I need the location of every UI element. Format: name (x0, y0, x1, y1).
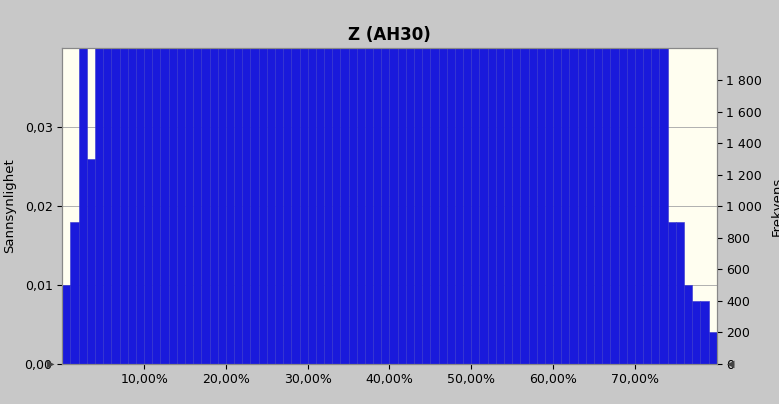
Bar (594, 0, 602, 364)
Bar (495, 0, 504, 364)
Bar (463, 0, 471, 364)
Bar (357, 0, 365, 364)
Bar (520, 0, 528, 364)
Bar (177, 0, 185, 364)
Bar (259, 0, 266, 364)
Bar (340, 0, 348, 364)
Bar (86, 159, 95, 364)
Bar (577, 0, 586, 364)
Bar (201, 0, 210, 364)
Bar (168, 0, 177, 364)
Bar (152, 0, 160, 364)
Bar (103, 0, 111, 364)
Bar (626, 0, 635, 364)
Bar (659, 33, 668, 364)
Bar (348, 0, 357, 364)
Bar (234, 0, 242, 364)
Bar (692, 301, 700, 364)
Bar (545, 0, 553, 364)
Bar (684, 285, 692, 364)
Bar (488, 0, 495, 364)
Bar (291, 0, 299, 364)
Bar (528, 0, 537, 364)
Bar (381, 0, 390, 364)
Bar (651, 48, 659, 364)
Bar (275, 0, 283, 364)
Bar (504, 0, 512, 364)
Bar (602, 0, 610, 364)
Bar (455, 0, 463, 364)
Bar (553, 0, 561, 364)
Text: ▶: ▶ (48, 359, 55, 368)
Bar (79, 48, 86, 364)
Bar (675, 222, 684, 364)
Bar (406, 0, 414, 364)
Bar (479, 0, 488, 364)
Bar (185, 0, 193, 364)
Bar (315, 0, 324, 364)
Bar (561, 0, 569, 364)
Bar (365, 0, 373, 364)
Bar (390, 0, 397, 364)
Bar (397, 0, 406, 364)
Bar (422, 0, 430, 364)
Bar (446, 0, 455, 364)
Bar (471, 0, 479, 364)
Bar (643, 0, 651, 364)
Text: ◀: ◀ (727, 359, 735, 368)
Bar (414, 0, 422, 364)
Bar (160, 0, 168, 364)
Bar (128, 0, 136, 364)
Bar (569, 0, 577, 364)
Bar (439, 0, 446, 364)
Bar (266, 0, 275, 364)
Bar (299, 0, 308, 364)
Bar (619, 0, 626, 364)
Bar (512, 0, 520, 364)
Bar (136, 0, 144, 364)
Bar (70, 222, 79, 364)
Bar (308, 0, 315, 364)
Bar (430, 0, 439, 364)
Y-axis label: Frekvens: Frekvens (770, 177, 779, 236)
Bar (635, 0, 643, 364)
Title: Z (AH30): Z (AH30) (348, 26, 431, 44)
Bar (283, 0, 291, 364)
Bar (250, 0, 259, 364)
Bar (226, 0, 234, 364)
Bar (537, 0, 545, 364)
Bar (586, 0, 594, 364)
Y-axis label: Sannsynlighet: Sannsynlighet (3, 159, 16, 253)
Bar (62, 285, 70, 364)
Bar (332, 0, 340, 364)
Bar (95, 0, 103, 364)
Bar (119, 0, 128, 364)
Bar (217, 0, 226, 364)
Bar (144, 0, 152, 364)
Bar (708, 332, 717, 364)
Bar (700, 301, 708, 364)
Bar (324, 0, 332, 364)
Bar (193, 0, 201, 364)
Bar (610, 0, 619, 364)
Bar (668, 222, 675, 364)
Bar (111, 0, 119, 364)
Bar (373, 0, 381, 364)
Bar (242, 0, 250, 364)
Bar (210, 0, 217, 364)
